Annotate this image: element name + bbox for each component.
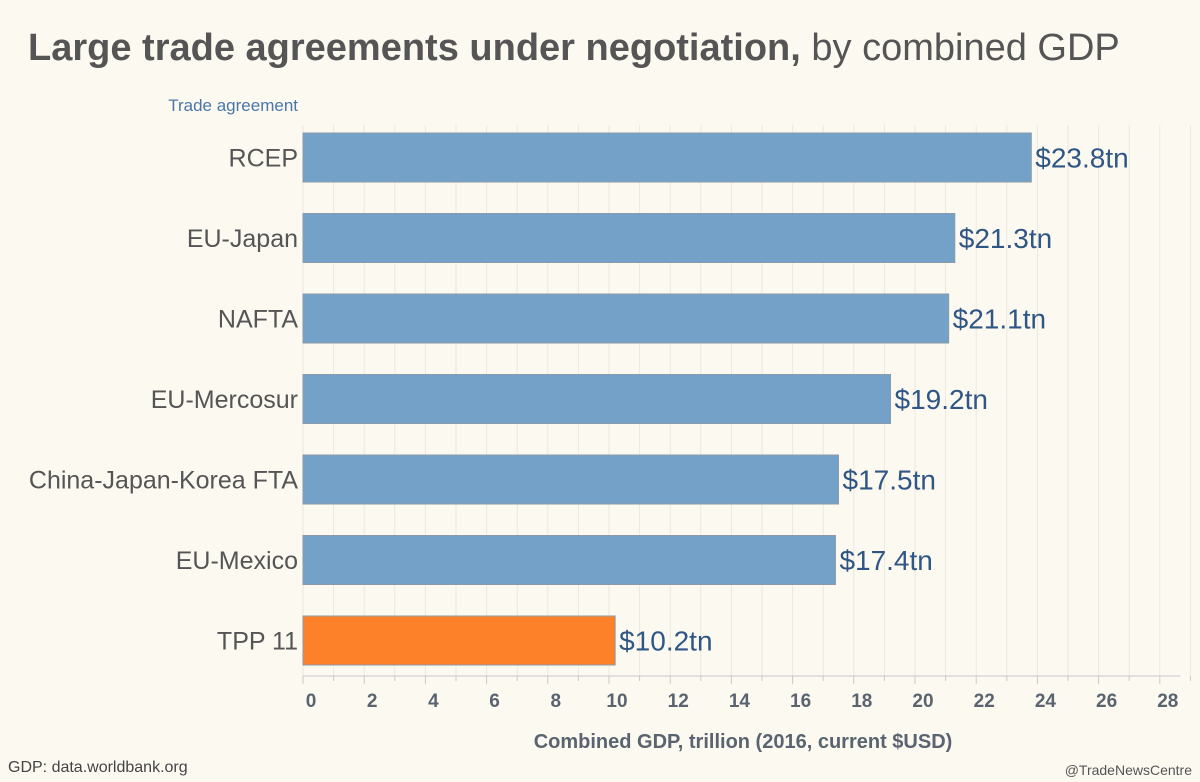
x-tick-label: 12 — [668, 691, 689, 712]
x-tick-label: 26 — [1096, 691, 1117, 712]
bar — [302, 535, 836, 585]
data-label: $21.3tn — [959, 223, 1052, 254]
category-label: TPP 11 — [217, 628, 298, 656]
category-label: NAFTA — [218, 306, 298, 334]
category-label: EU-Japan — [187, 225, 298, 253]
x-tick-label: 18 — [851, 691, 872, 712]
x-tick-label: 2 — [367, 691, 378, 712]
data-label: $10.2tn — [619, 626, 712, 657]
x-tick-label: 6 — [489, 691, 500, 712]
bar — [302, 213, 956, 263]
x-axis: 0 2 4 6 8 10 12 14 16 18 20 22 24 26 28 — [302, 675, 1191, 712]
x-tick-label: 10 — [606, 691, 627, 712]
chart-title-rest: by combined GDP — [801, 27, 1120, 69]
bar — [302, 293, 950, 344]
bars: RCEP $23.8tn EU-Japan $21.3tn NAFTA $21.1tn EU… — [29, 132, 1129, 666]
source-note: GDP: data.worldbank.org — [8, 759, 188, 776]
x-tick-label: 8 — [551, 691, 562, 712]
x-tick-label: 16 — [790, 691, 811, 712]
data-label: $23.8tn — [1035, 143, 1128, 174]
data-label: $21.1tn — [953, 304, 1046, 335]
bar — [302, 374, 892, 424]
data-label: $19.2tn — [895, 384, 988, 415]
x-tick-label: 22 — [974, 691, 995, 712]
x-tick-label: 0 — [306, 691, 317, 712]
chart-title: Large trade agreements under negotiation… — [28, 27, 1120, 69]
chart-title-bold: Large trade agreements under negotiation… — [28, 27, 801, 69]
bar — [302, 132, 1032, 183]
x-tick-label: 20 — [912, 691, 933, 712]
x-tick-label: 14 — [729, 691, 751, 712]
x-axis-title: Combined GDP, trillion (2016, current $U… — [534, 731, 953, 753]
x-tick-label: 4 — [428, 691, 439, 712]
x-tick-label: 24 — [1035, 691, 1057, 712]
data-label: $17.4tn — [839, 545, 932, 576]
category-label: RCEP — [229, 145, 298, 173]
bar — [302, 615, 616, 666]
bar — [302, 454, 839, 505]
category-axis-header: Trade agreement — [168, 96, 298, 115]
category-label: EU-Mercosur — [151, 386, 298, 414]
credit-handle: @TradeNewsCentre — [1065, 762, 1193, 778]
x-tick-label: 28 — [1157, 691, 1178, 712]
category-label: China-Japan-Korea FTA — [29, 467, 298, 495]
category-label: EU-Mexico — [176, 547, 298, 575]
data-label: $17.5tn — [843, 465, 936, 496]
